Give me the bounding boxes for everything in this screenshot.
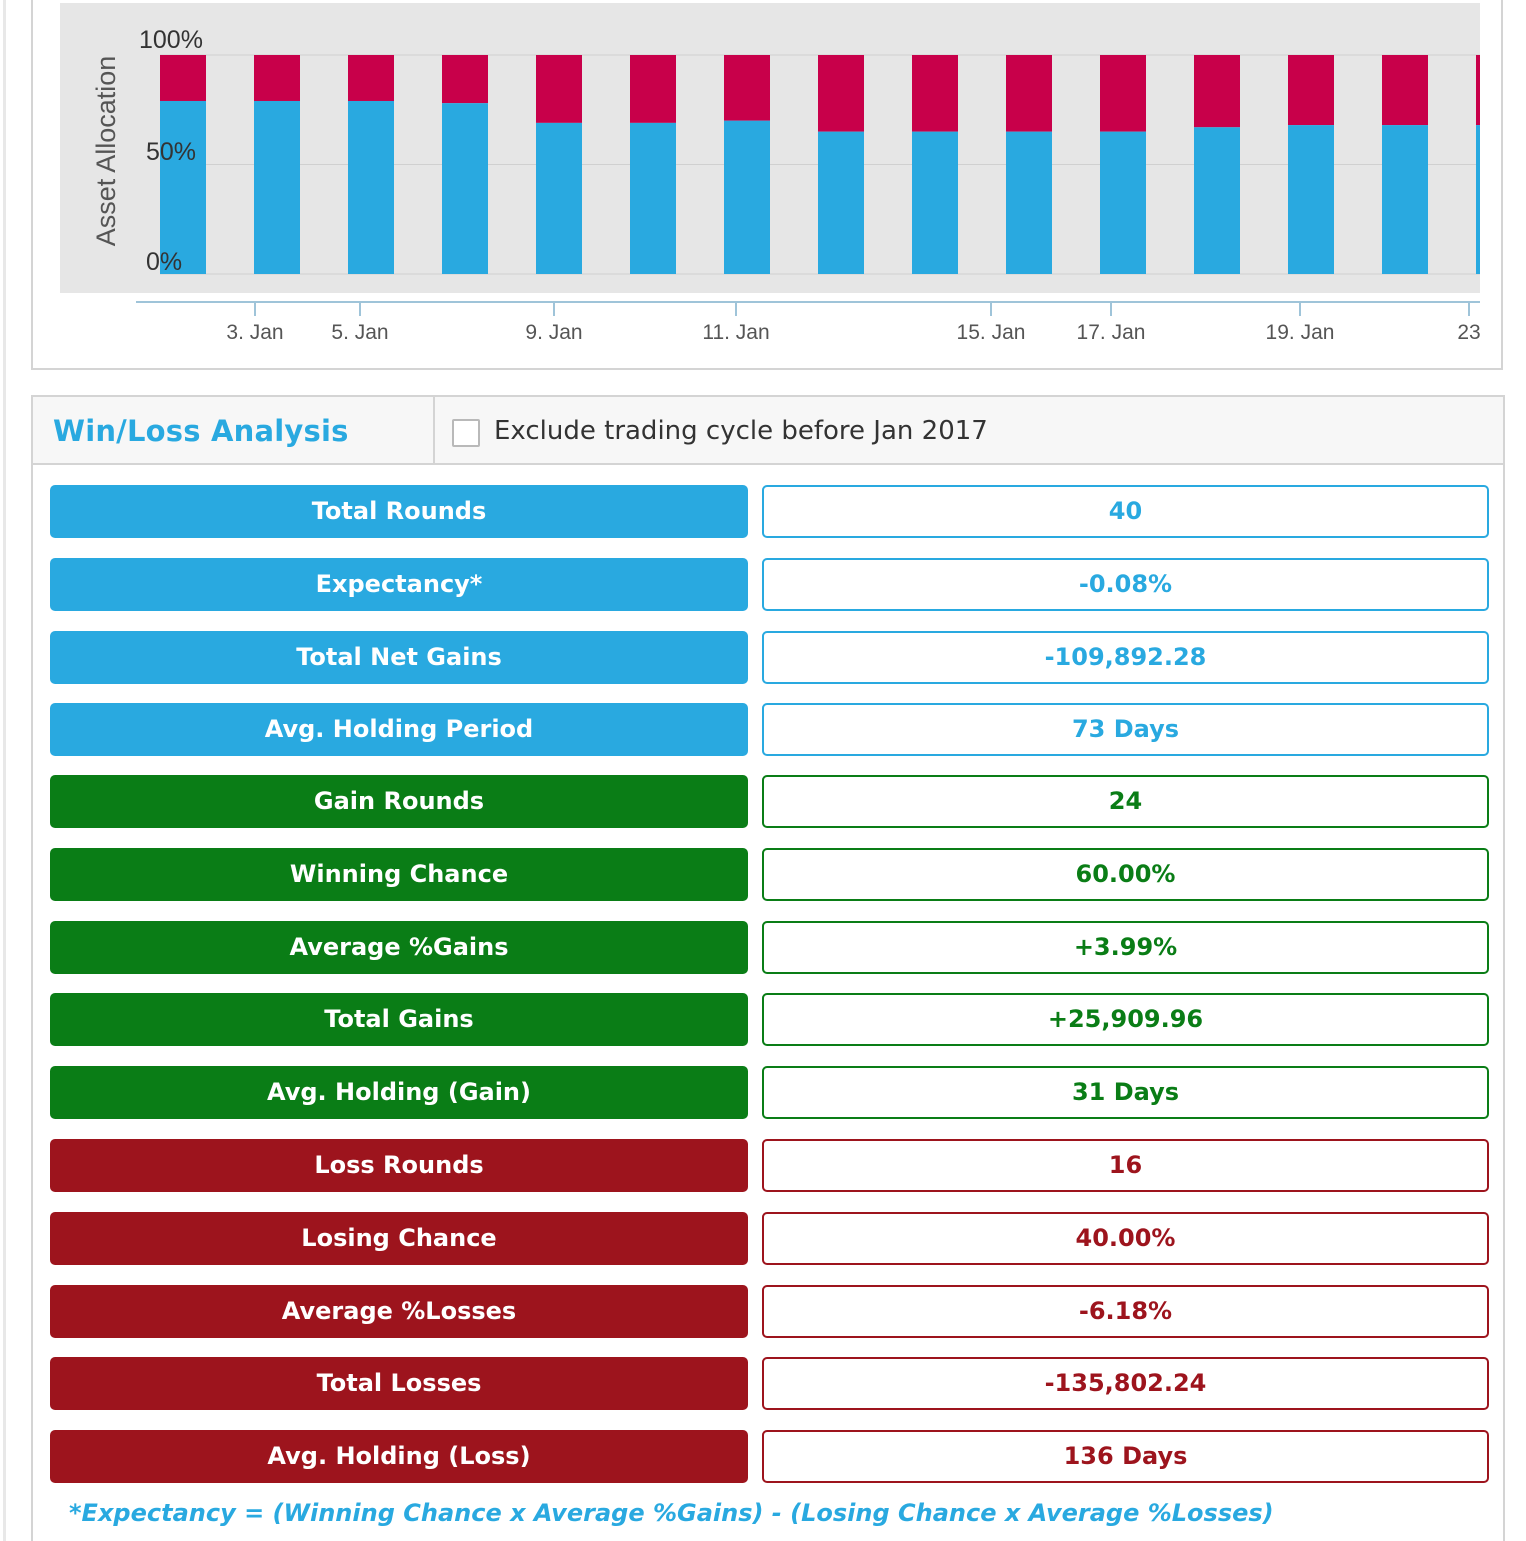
y-axis-label: Asset Allocation <box>91 56 121 247</box>
bar-segment-top <box>1194 55 1240 128</box>
metric-label: Total Net Gains <box>50 631 748 684</box>
bar-segment-top <box>254 55 300 101</box>
bar-segment-bottom <box>536 122 582 274</box>
exclude-cycle-label[interactable]: Exclude trading cycle before Jan 2017 <box>494 416 988 446</box>
y-tick-label: 0% <box>146 248 182 276</box>
y-tick-label: 100% <box>139 26 203 54</box>
bar-segment-top <box>1006 55 1052 132</box>
bar-segment-bottom <box>818 131 864 274</box>
metric-label: Gain Rounds <box>50 775 748 828</box>
metric-label: Average %Gains <box>50 921 748 974</box>
analysis-row: Total Rounds 40 <box>50 485 1490 538</box>
bar-segment-top <box>442 55 488 104</box>
metric-value: 40.00% <box>762 1212 1489 1265</box>
bar-segment-bottom <box>630 122 676 274</box>
bar-segment-bottom <box>1006 131 1052 274</box>
analysis-row: Expectancy* -0.08% <box>50 558 1490 611</box>
metric-label: Losing Chance <box>50 1212 748 1265</box>
metric-value: -6.18% <box>762 1285 1489 1338</box>
bar-segment-bottom <box>1100 131 1146 274</box>
bar-segment-top <box>818 55 864 132</box>
x-tick-label: 15. Jan <box>957 321 1026 344</box>
metric-value: 40 <box>762 485 1489 538</box>
metric-value: +3.99% <box>762 921 1489 974</box>
x-tick-label: 5. Jan <box>331 321 388 344</box>
bar-segment-top <box>1288 55 1334 126</box>
metric-label: Expectancy* <box>50 558 748 611</box>
asset-allocation-chart-card: 100% 50% 0% Asset Allocation 3. Jan 5. Jan 9… <box>31 0 1503 370</box>
analysis-row: Average %Losses -6.18% <box>50 1285 1490 1338</box>
analysis-row: Loss Rounds 16 <box>50 1139 1490 1192</box>
expectancy-footnote: *Expectancy = (Winning Chance x Average … <box>69 1499 1274 1527</box>
analysis-row: Avg. Holding Period 73 Days <box>50 703 1490 756</box>
bar-segment-top <box>1100 55 1146 132</box>
metric-label: Avg. Holding (Loss) <box>50 1430 748 1483</box>
metric-value: -0.08% <box>762 558 1489 611</box>
analysis-row: Gain Rounds 24 <box>50 775 1490 828</box>
analysis-row: Total Gains +25,909.96 <box>50 993 1490 1046</box>
win-loss-panel: Win/Loss Analysis Exclude trading cycle … <box>31 395 1505 1541</box>
metric-value: +25,909.96 <box>762 993 1489 1046</box>
bar-segment-top <box>912 55 958 132</box>
x-tick-label: 23 <box>1457 321 1480 344</box>
analysis-row: Total Net Gains -109,892.28 <box>50 631 1490 684</box>
header-divider <box>433 397 435 463</box>
bar-segment-bottom <box>912 131 958 274</box>
bar-segment-bottom <box>254 100 300 275</box>
metric-value: 16 <box>762 1139 1489 1192</box>
bar-segment-bottom <box>442 103 488 275</box>
bar-segment-bottom <box>348 100 394 275</box>
metric-label: Loss Rounds <box>50 1139 748 1192</box>
x-tick-label: 9. Jan <box>525 321 582 344</box>
metric-value: 73 Days <box>762 703 1489 756</box>
metric-value: 136 Days <box>762 1430 1489 1483</box>
metric-label: Average %Losses <box>50 1285 748 1338</box>
x-tick-label: 17. Jan <box>1077 321 1146 344</box>
bar-segment-top <box>630 55 676 123</box>
bar-segment-bottom <box>160 100 206 275</box>
metric-value: 60.00% <box>762 848 1489 901</box>
bar-segment-top <box>1382 55 1428 126</box>
metric-label: Winning Chance <box>50 848 748 901</box>
page-edge <box>3 0 6 1541</box>
x-tick-label: 19. Jan <box>1266 321 1335 344</box>
exclude-cycle-checkbox[interactable] <box>452 419 480 447</box>
analysis-row: Winning Chance 60.00% <box>50 848 1490 901</box>
metric-value: 31 Days <box>762 1066 1489 1119</box>
bar-segment-bottom <box>1194 127 1240 274</box>
metric-value: -109,892.28 <box>762 631 1489 684</box>
metric-label: Total Losses <box>50 1357 748 1410</box>
analysis-row: Losing Chance 40.00% <box>50 1212 1490 1265</box>
y-tick-label: 50% <box>146 138 196 166</box>
metric-label: Avg. Holding Period <box>50 703 748 756</box>
metric-label: Avg. Holding (Gain) <box>50 1066 748 1119</box>
win-loss-title: Win/Loss Analysis <box>53 414 349 448</box>
bar-segment-bottom <box>1382 125 1428 274</box>
win-loss-header: Win/Loss Analysis Exclude trading cycle … <box>33 397 1503 465</box>
analysis-row: Avg. Holding (Gain) 31 Days <box>50 1066 1490 1119</box>
metric-value: -135,802.24 <box>762 1357 1489 1410</box>
x-tick-label: 3. Jan <box>226 321 283 344</box>
analysis-row: Total Losses -135,802.24 <box>50 1357 1490 1410</box>
bar-segment-bottom <box>1476 125 1480 274</box>
x-tick-label: 11. Jan <box>702 321 769 344</box>
analysis-row: Avg. Holding (Loss) 136 Days <box>50 1430 1490 1483</box>
bar-segment-top <box>160 55 206 101</box>
bar-segment-top <box>1476 55 1480 126</box>
metric-label: Total Gains <box>50 993 748 1046</box>
bar-segment-bottom <box>1288 125 1334 274</box>
bar-segment-top <box>348 55 394 101</box>
bar-segment-top <box>536 55 582 123</box>
metric-label: Total Rounds <box>50 485 748 538</box>
bar-segment-top <box>724 55 770 121</box>
metric-value: 24 <box>762 775 1489 828</box>
analysis-row: Average %Gains +3.99% <box>50 921 1490 974</box>
bar-segment-bottom <box>724 120 770 274</box>
asset-allocation-chart: 100% 50% 0% Asset Allocation 3. Jan 5. Jan 9… <box>60 3 1481 344</box>
